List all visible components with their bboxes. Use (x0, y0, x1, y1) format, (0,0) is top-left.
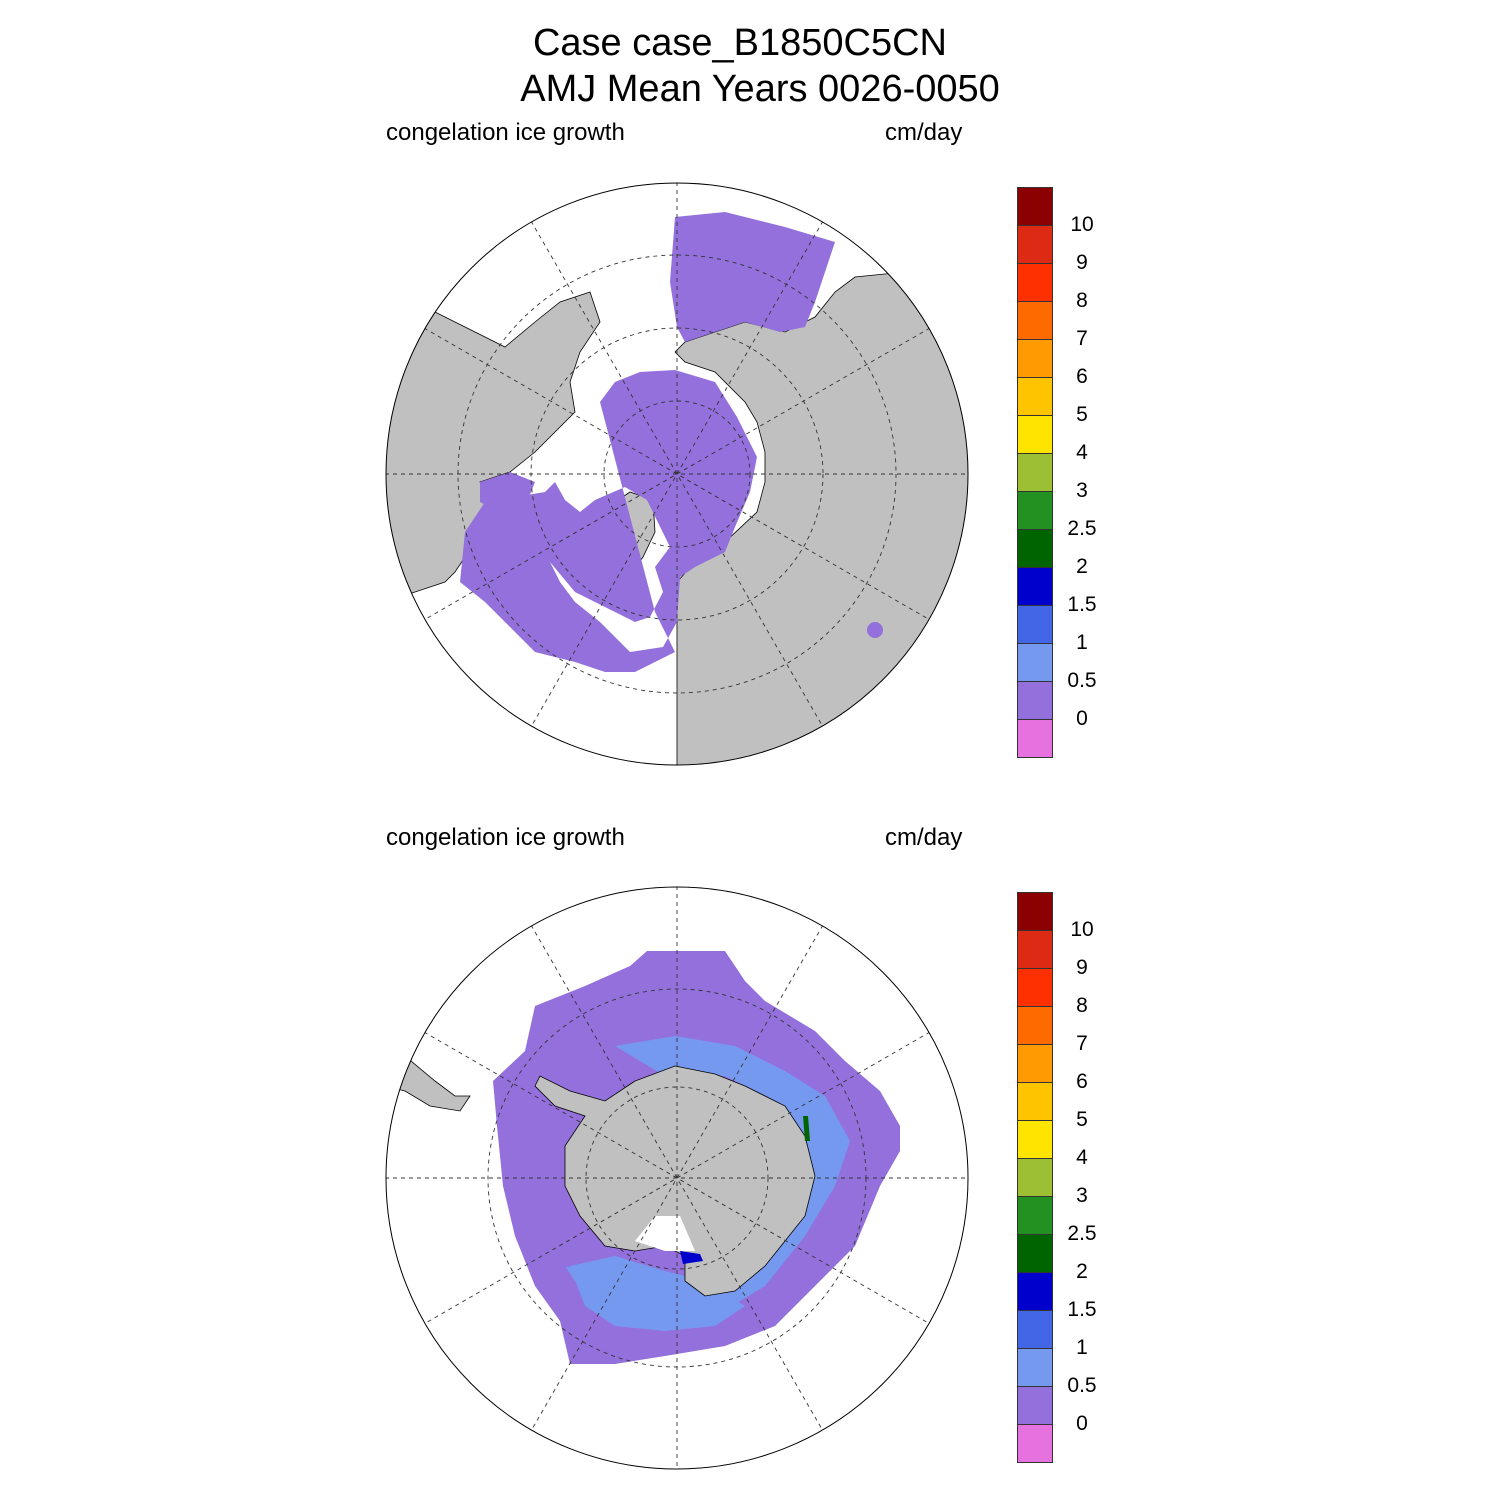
north-ice-hudson (867, 622, 883, 638)
north-colorbar-swatch (1017, 339, 1053, 378)
north-colorbar-label: 0 (1076, 707, 1088, 730)
north-colorbar-swatch (1017, 225, 1053, 264)
south-colorbar-swatch (1017, 1310, 1053, 1349)
north-variable-label: congelation ice growth (386, 119, 625, 146)
south-colorbar-label: 2 (1076, 1260, 1088, 1283)
north-polar-map (385, 182, 969, 766)
north-colorbar-label: 5 (1076, 403, 1088, 426)
south-colorbar-swatch (1017, 930, 1053, 969)
north-colorbar-swatch (1017, 643, 1053, 682)
south-colorbar-label: 0.5 (1067, 1374, 1097, 1397)
south-colorbar-label: 2.5 (1067, 1222, 1097, 1245)
north-colorbar-swatch (1017, 567, 1053, 606)
south-colorbar-label: 7 (1076, 1032, 1088, 1055)
south-ice-ross (570, 1256, 745, 1331)
north-colorbar-swatch (1017, 377, 1053, 416)
north-ice-baffin (480, 472, 535, 512)
north-ice-pacific (670, 212, 835, 342)
north-colorbar-swatch (1017, 529, 1053, 568)
south-colorbar-label: 0 (1076, 1412, 1088, 1435)
south-ice-edge-darkblue (680, 1251, 703, 1264)
south-colorbar-label: 3 (1076, 1184, 1088, 1207)
north-colorbar-label: 10 (1070, 213, 1094, 236)
north-colorbar-label: 6 (1076, 365, 1088, 388)
north-colorbar-swatch (1017, 491, 1053, 530)
south-colorbar-swatch (1017, 1348, 1053, 1387)
north-colorbar-label: 4 (1076, 441, 1088, 464)
south-units-label: cm/day (885, 824, 963, 851)
south-ice-edge-green (803, 1116, 810, 1141)
south-colorbar-label: 5 (1076, 1108, 1088, 1131)
north-colorbar-label: 7 (1076, 327, 1088, 350)
north-colorbar-swatch (1017, 453, 1053, 492)
north-colorbar-label: 1 (1076, 631, 1088, 654)
south-colorbar-swatch (1017, 1158, 1053, 1197)
figure-title-line1: Case case_B1850C5CN (532, 22, 947, 64)
south-colorbar-label: 10 (1070, 918, 1094, 941)
south-colorbar-swatch (1017, 1386, 1053, 1425)
south-colorbar-swatch (1017, 1006, 1053, 1045)
south-variable-label: congelation ice growth (386, 824, 625, 851)
south-colorbar-swatch (1017, 1120, 1053, 1159)
south-colorbar-swatch (1017, 892, 1053, 931)
south-colorbar-swatch (1017, 1082, 1053, 1121)
north-colorbar-label: 0.5 (1067, 669, 1097, 692)
north-colorbar-swatch (1017, 263, 1053, 302)
north-ice-arctic (460, 370, 757, 672)
south-colorbar-label: 6 (1076, 1070, 1088, 1093)
north-land-america (386, 291, 601, 603)
north-colorbar-label: 2 (1076, 555, 1088, 578)
north-colorbar-label: 1.5 (1067, 593, 1097, 616)
north-colorbar-swatch (1017, 415, 1053, 454)
south-colorbar-swatch (1017, 1044, 1053, 1083)
north-colorbar-swatch (1017, 301, 1053, 340)
north-colorbar-label: 3 (1076, 479, 1088, 502)
figure-title-line2: AMJ Mean Years 0026-0050 (520, 68, 1000, 110)
north-colorbar-label: 8 (1076, 289, 1088, 312)
north-colorbar-swatch (1017, 605, 1053, 644)
south-colorbar-swatch (1017, 1424, 1053, 1463)
south-colorbar-swatch (1017, 968, 1053, 1007)
north-colorbar-swatch (1017, 187, 1053, 226)
south-colorbar-swatch (1017, 1234, 1053, 1273)
south-colorbar-swatch (1017, 1196, 1053, 1235)
south-colorbar-label: 4 (1076, 1146, 1088, 1169)
south-colorbar-swatch (1017, 1272, 1053, 1311)
south-colorbar-label: 1.5 (1067, 1298, 1097, 1321)
north-colorbar-swatch (1017, 719, 1053, 758)
south-colorbar-label: 8 (1076, 994, 1088, 1017)
south-polar-map (385, 886, 969, 1470)
north-colorbar-swatch (1017, 681, 1053, 720)
north-colorbar-label: 9 (1076, 251, 1088, 274)
north-units-label: cm/day (885, 119, 963, 146)
south-colorbar-label: 9 (1076, 956, 1088, 979)
south-colorbar-label: 1 (1076, 1336, 1088, 1359)
north-colorbar-label: 2.5 (1067, 517, 1097, 540)
